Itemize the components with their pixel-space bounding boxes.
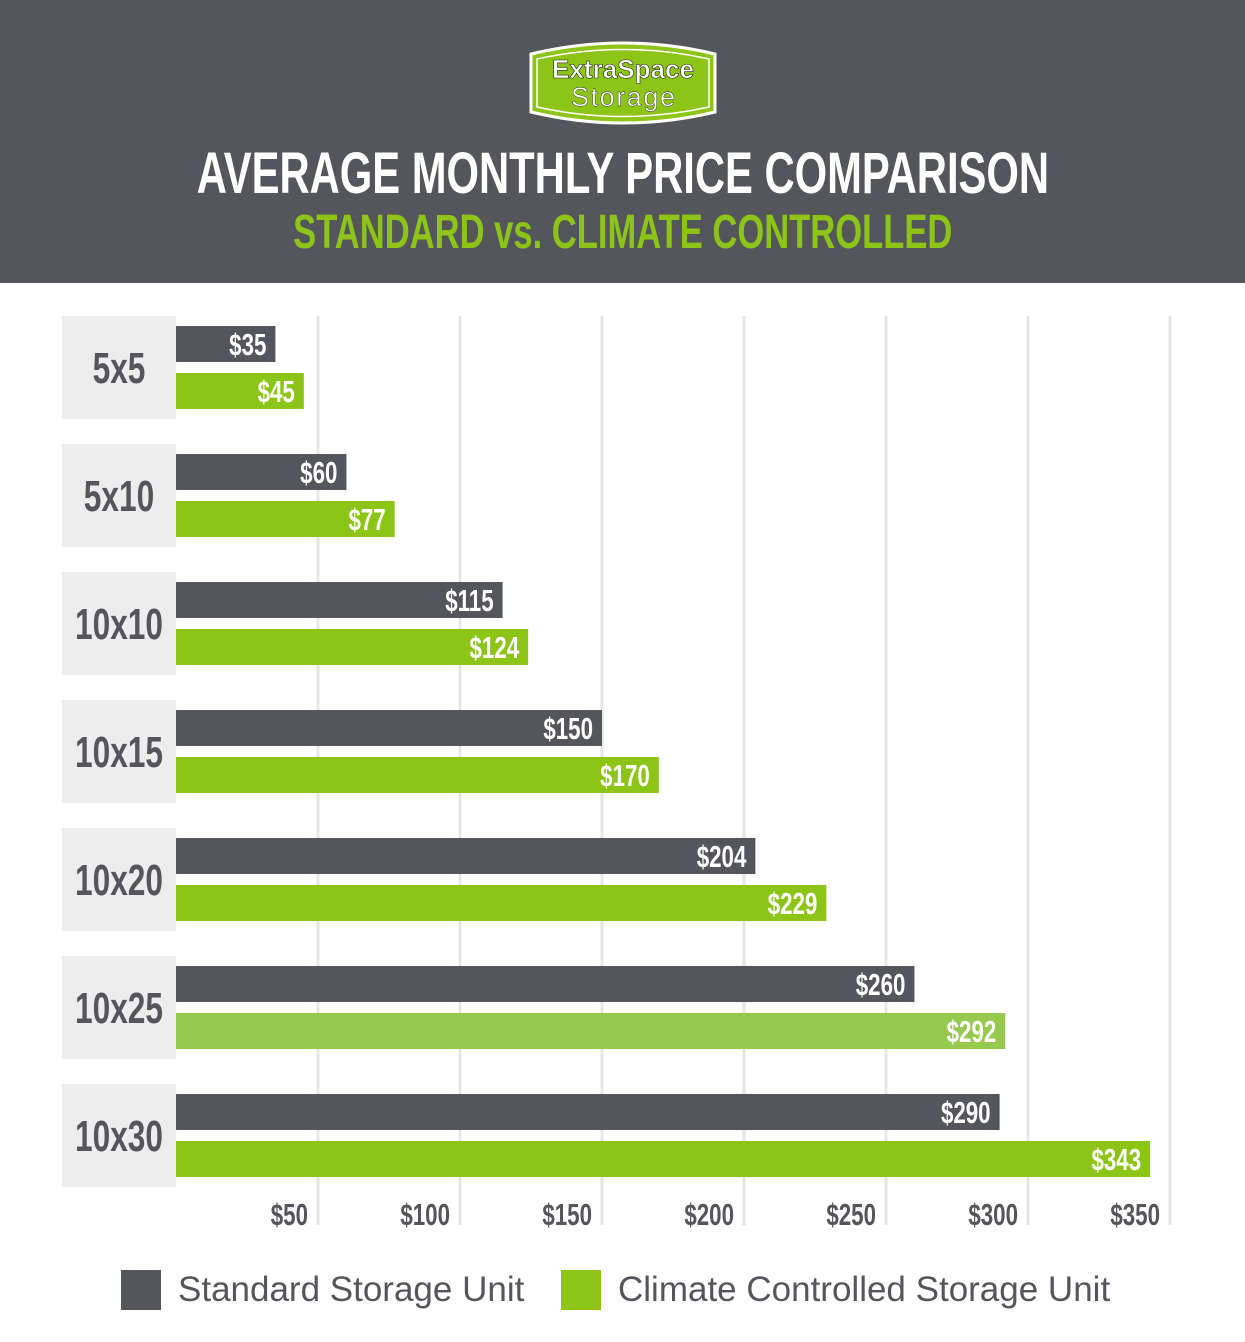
bar-chart: $50 $100 $150 $200 $250 $300 $350 5x5 $35 $45 5x10… [62, 316, 1172, 1232]
bar-standard [176, 710, 602, 746]
x-tick-label: $250 [826, 1197, 876, 1231]
data-label-climate: $45 [258, 374, 295, 408]
category-label-box [62, 572, 176, 675]
category-label: 10x25 [75, 984, 163, 1033]
data-label-climate: $343 [1091, 1142, 1141, 1176]
bar-standard [176, 838, 756, 874]
chart-title: AVERAGE MONTHLY PRICE COMPARISON [196, 141, 1049, 206]
data-label-climate: $229 [768, 886, 818, 920]
category-label-box [62, 1084, 176, 1187]
category-label-box [62, 700, 176, 803]
data-label-climate: $170 [600, 758, 650, 792]
x-tick-label: $200 [684, 1197, 734, 1231]
data-label-standard: $35 [229, 327, 266, 361]
category-label-box [62, 956, 176, 1059]
legend: Standard Storage Unit Climate Controlled… [0, 1268, 1245, 1312]
x-tick-label: $100 [400, 1197, 450, 1231]
extra-space-storage-logo: ExtraSpace Storage [529, 41, 717, 125]
x-tick-label: $150 [542, 1197, 592, 1231]
category-label: 10x20 [75, 856, 163, 905]
chart-subtitle: STANDARD vs. CLIMATE CONTROLLED [292, 206, 953, 259]
category-label: 10x15 [75, 728, 163, 777]
category-label-box [62, 444, 176, 547]
category-label: 10x10 [75, 600, 163, 649]
legend-label-climate: Climate Controlled Storage Unit [618, 1270, 1111, 1309]
data-label-standard: $115 [445, 583, 493, 617]
bar-climate [176, 629, 529, 665]
x-tick-label: $350 [1110, 1197, 1160, 1231]
bar-standard [176, 1094, 1000, 1130]
logo-text-bottom: Storage [571, 82, 675, 112]
bar-standard [176, 326, 276, 362]
legend-swatch-climate [561, 1270, 601, 1310]
category-label-box [62, 316, 176, 419]
bar-climate [176, 1013, 1006, 1049]
data-label-climate: $77 [348, 502, 385, 536]
bar-climate [176, 501, 395, 537]
bar-climate [176, 373, 304, 409]
x-tick-label: $300 [968, 1197, 1018, 1231]
header: ExtraSpace Storage AVERAGE MONTHLY PRICE… [0, 0, 1245, 283]
data-label-climate: $292 [947, 1014, 997, 1048]
bar-standard [176, 966, 915, 1002]
bar-climate [176, 1141, 1151, 1177]
category-label: 10x30 [75, 1112, 163, 1161]
x-tick-label: $50 [271, 1197, 308, 1231]
logo-text-top: ExtraSpace [552, 54, 694, 84]
bar-standard [176, 582, 503, 618]
data-label-standard: $60 [300, 455, 337, 489]
bar-standard [176, 454, 347, 490]
bar-climate [176, 885, 827, 921]
legend-swatch-standard [121, 1270, 161, 1310]
legend-label-standard: Standard Storage Unit [178, 1270, 525, 1309]
data-label-standard: $204 [697, 839, 747, 873]
bar-climate [176, 757, 659, 793]
category-label: 5x5 [93, 344, 146, 393]
data-label-standard: $150 [543, 711, 593, 745]
data-label-climate: $124 [470, 630, 520, 664]
data-label-standard: $260 [856, 967, 906, 1001]
category-label: 5x10 [84, 472, 154, 521]
category-label-box [62, 828, 176, 931]
data-label-standard: $290 [941, 1095, 991, 1129]
